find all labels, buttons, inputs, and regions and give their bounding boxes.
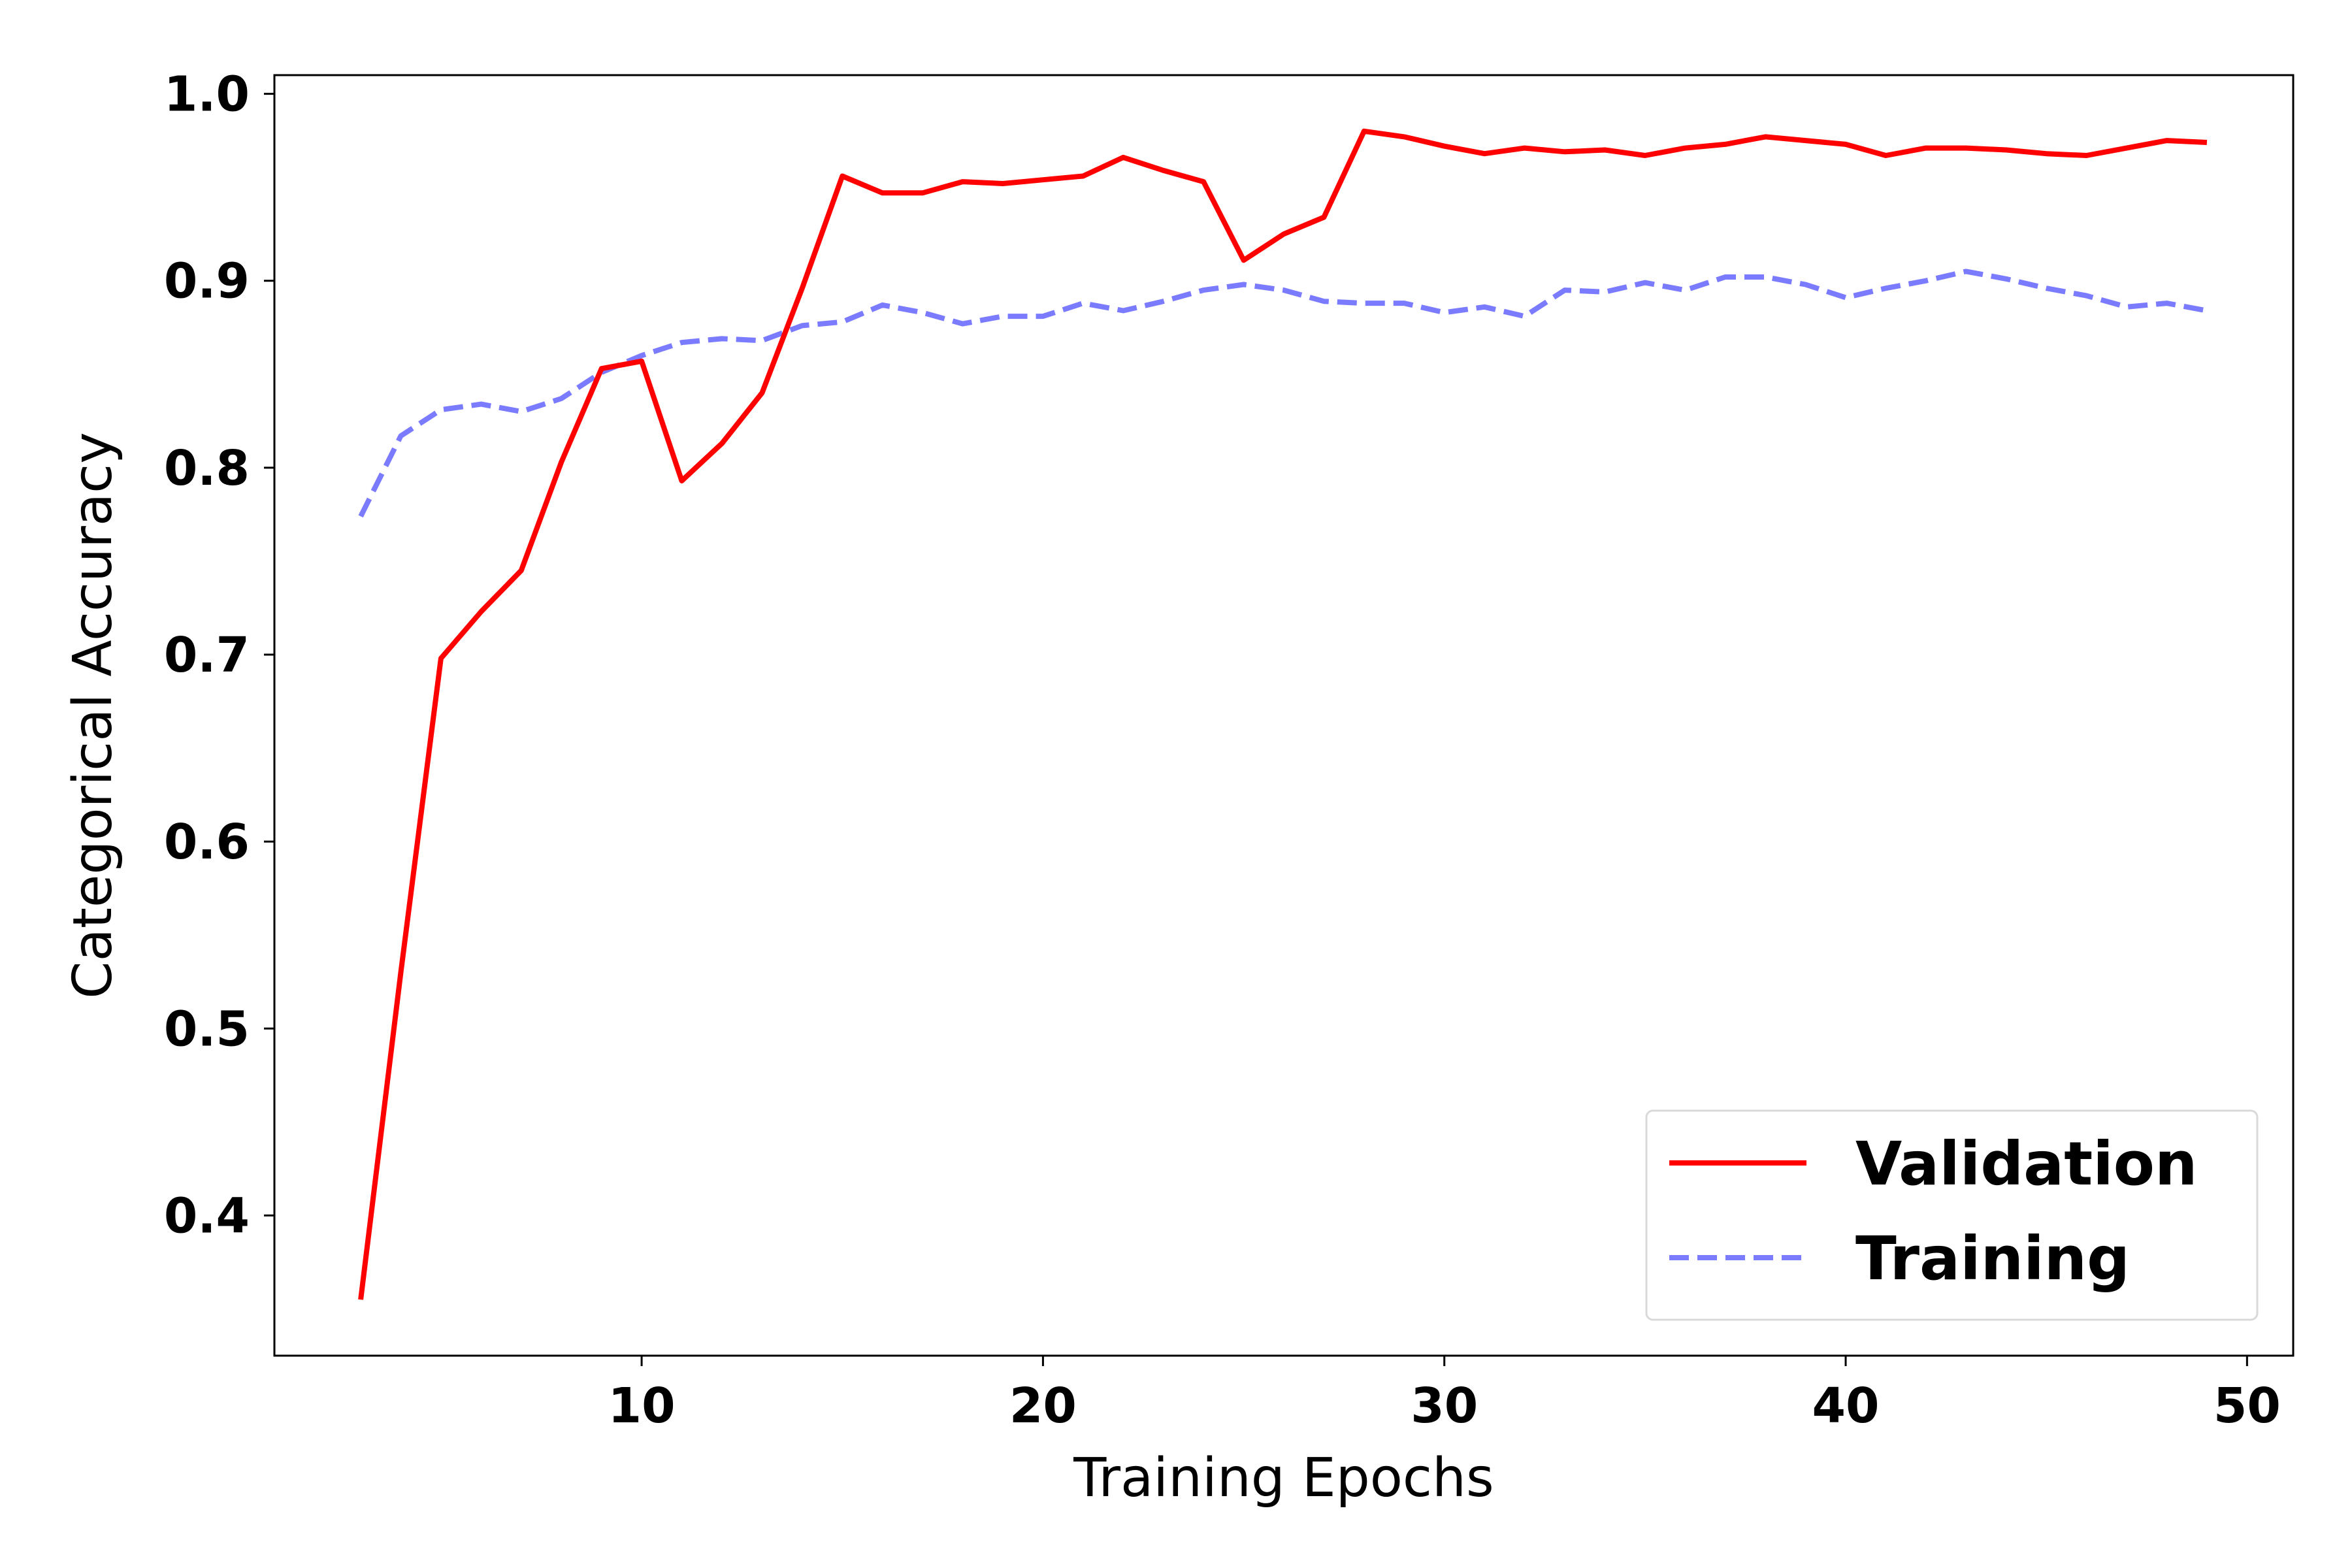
x-axis: 10 20 30 40 50 (608, 1356, 2281, 1434)
y-axis-label: Categorical Accuracy (62, 432, 124, 998)
legend-label-training: Training (1855, 1224, 2130, 1294)
x-axis-label: Training Epochs (1073, 1447, 1494, 1509)
y-tick-label: 0.8 (164, 440, 250, 497)
series-line-training (358, 269, 2208, 518)
x-tick-label: 10 (608, 1378, 676, 1434)
series-line-validation (358, 128, 2208, 1300)
legend: Validation Training (1645, 1109, 2259, 1321)
y-tick-label: 0.9 (164, 253, 250, 310)
y-tick-label: 0.7 (164, 627, 250, 683)
y-tick-label: 0.6 (164, 814, 250, 870)
y-tick-label: 1.0 (164, 67, 250, 123)
legend-label-validation: Validation (1855, 1129, 2197, 1199)
plot-frame (273, 74, 2295, 1357)
x-tick-label: 50 (2213, 1378, 2281, 1434)
series-layer (358, 128, 2208, 1300)
x-tick-label: 30 (1411, 1378, 1478, 1434)
y-tick-label: 0.5 (164, 1001, 250, 1057)
x-tick-label: 20 (1009, 1378, 1077, 1434)
y-tick-label: 0.4 (164, 1188, 250, 1244)
y-axis: 0.4 0.5 0.6 0.7 0.8 0.9 1.0 (164, 67, 274, 1244)
x-tick-label: 40 (1812, 1378, 1880, 1434)
